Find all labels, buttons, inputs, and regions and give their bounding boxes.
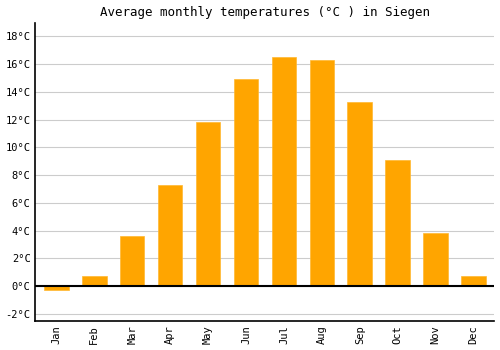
Bar <box>424 233 448 286</box>
Bar <box>120 236 144 286</box>
Bar <box>386 160 410 286</box>
Bar <box>234 79 258 286</box>
Bar <box>348 102 372 286</box>
Bar <box>82 276 106 286</box>
Bar <box>462 276 486 286</box>
Title: Average monthly temperatures (°C ) in Siegen: Average monthly temperatures (°C ) in Si… <box>100 6 430 19</box>
Bar <box>44 286 68 290</box>
Bar <box>310 60 334 286</box>
Bar <box>272 57 296 286</box>
Bar <box>196 122 220 286</box>
Bar <box>158 185 182 286</box>
